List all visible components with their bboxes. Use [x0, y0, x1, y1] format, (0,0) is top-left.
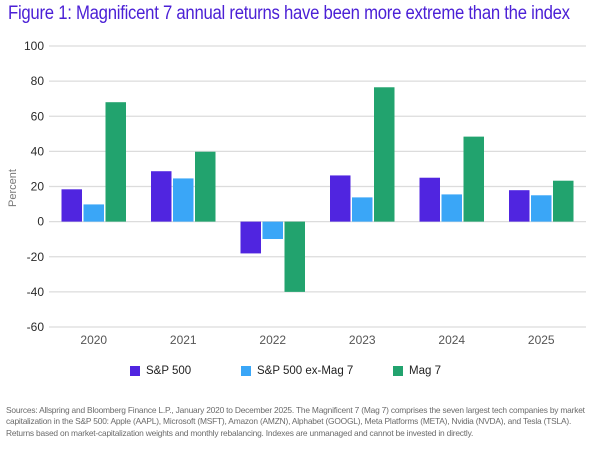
bar-s-p-500-2021	[151, 171, 172, 222]
bar-s-p-500-ex-mag-7-2024	[441, 194, 462, 222]
bar-mag-7-2020	[105, 102, 126, 222]
footnote: Sources: Allspring and Bloomberg Finance…	[6, 405, 585, 438]
y-tick-label: 100	[24, 39, 44, 53]
x-tick-label: 2021	[170, 333, 197, 347]
legend-item: Mag 7	[393, 365, 441, 377]
bar-s-p-500-ex-mag-7-2020	[83, 204, 104, 222]
y-tick-label: 0	[37, 215, 44, 229]
bar-s-p-500-ex-mag-7-2025	[531, 195, 552, 222]
bars	[61, 87, 574, 292]
legend-swatch	[130, 366, 140, 376]
bar-s-p-500-ex-mag-7-2022	[262, 221, 283, 240]
bar-s-p-500-2024	[419, 177, 440, 222]
x-axis-ticks: 2020 2021 2022 2023 2024 2025	[80, 333, 555, 347]
y-axis-ticks: 100 80 60 40 20 0 -20 -40 -60	[24, 39, 44, 334]
x-tick-label: 2020	[80, 333, 107, 347]
y-tick-label: 20	[31, 180, 45, 194]
bar-s-p-500-2025	[509, 190, 530, 222]
bar-s-p-500-ex-mag-7-2023	[352, 197, 373, 222]
legend-label: Mag 7	[409, 365, 441, 377]
legend-swatch	[393, 366, 403, 376]
bar-mag-7-2025	[553, 180, 574, 222]
bar-mag-7-2021	[195, 151, 216, 222]
bar-mag-7-2024	[463, 136, 484, 222]
bar-s-p-500-2023	[330, 175, 351, 222]
legend-label: S&P 500	[146, 365, 192, 377]
y-tick-label: -20	[27, 250, 45, 264]
gridlines	[49, 45, 586, 328]
y-tick-label: 40	[31, 144, 45, 158]
x-tick-label: 2022	[259, 333, 286, 347]
x-tick-label: 2025	[528, 333, 555, 347]
legend: S&P 500 S&P 500 ex-Mag 7 Mag 7	[0, 365, 600, 385]
legend-label: S&P 500 ex-Mag 7	[257, 365, 354, 377]
legend-swatch	[241, 366, 251, 376]
y-tick-label: -40	[27, 285, 45, 299]
chart-title: Figure 1: Magnificent 7 annual returns h…	[8, 3, 570, 24]
y-tick-label: -60	[27, 320, 45, 334]
y-tick-label: 80	[31, 74, 45, 88]
bar-mag-7-2023	[374, 87, 395, 222]
legend-item: S&P 500	[130, 365, 191, 377]
bar-s-p-500-2020	[61, 189, 82, 222]
bar-s-p-500-ex-mag-7-2021	[173, 178, 194, 222]
bar-mag-7-2022	[284, 221, 305, 292]
y-axis-label: Percent	[7, 169, 19, 207]
x-tick-label: 2023	[349, 333, 376, 347]
y-tick-label: 60	[31, 109, 45, 123]
bar-s-p-500-2022	[240, 221, 261, 254]
legend-item: S&P 500 ex-Mag 7	[241, 365, 353, 377]
x-tick-label: 2024	[438, 333, 465, 347]
